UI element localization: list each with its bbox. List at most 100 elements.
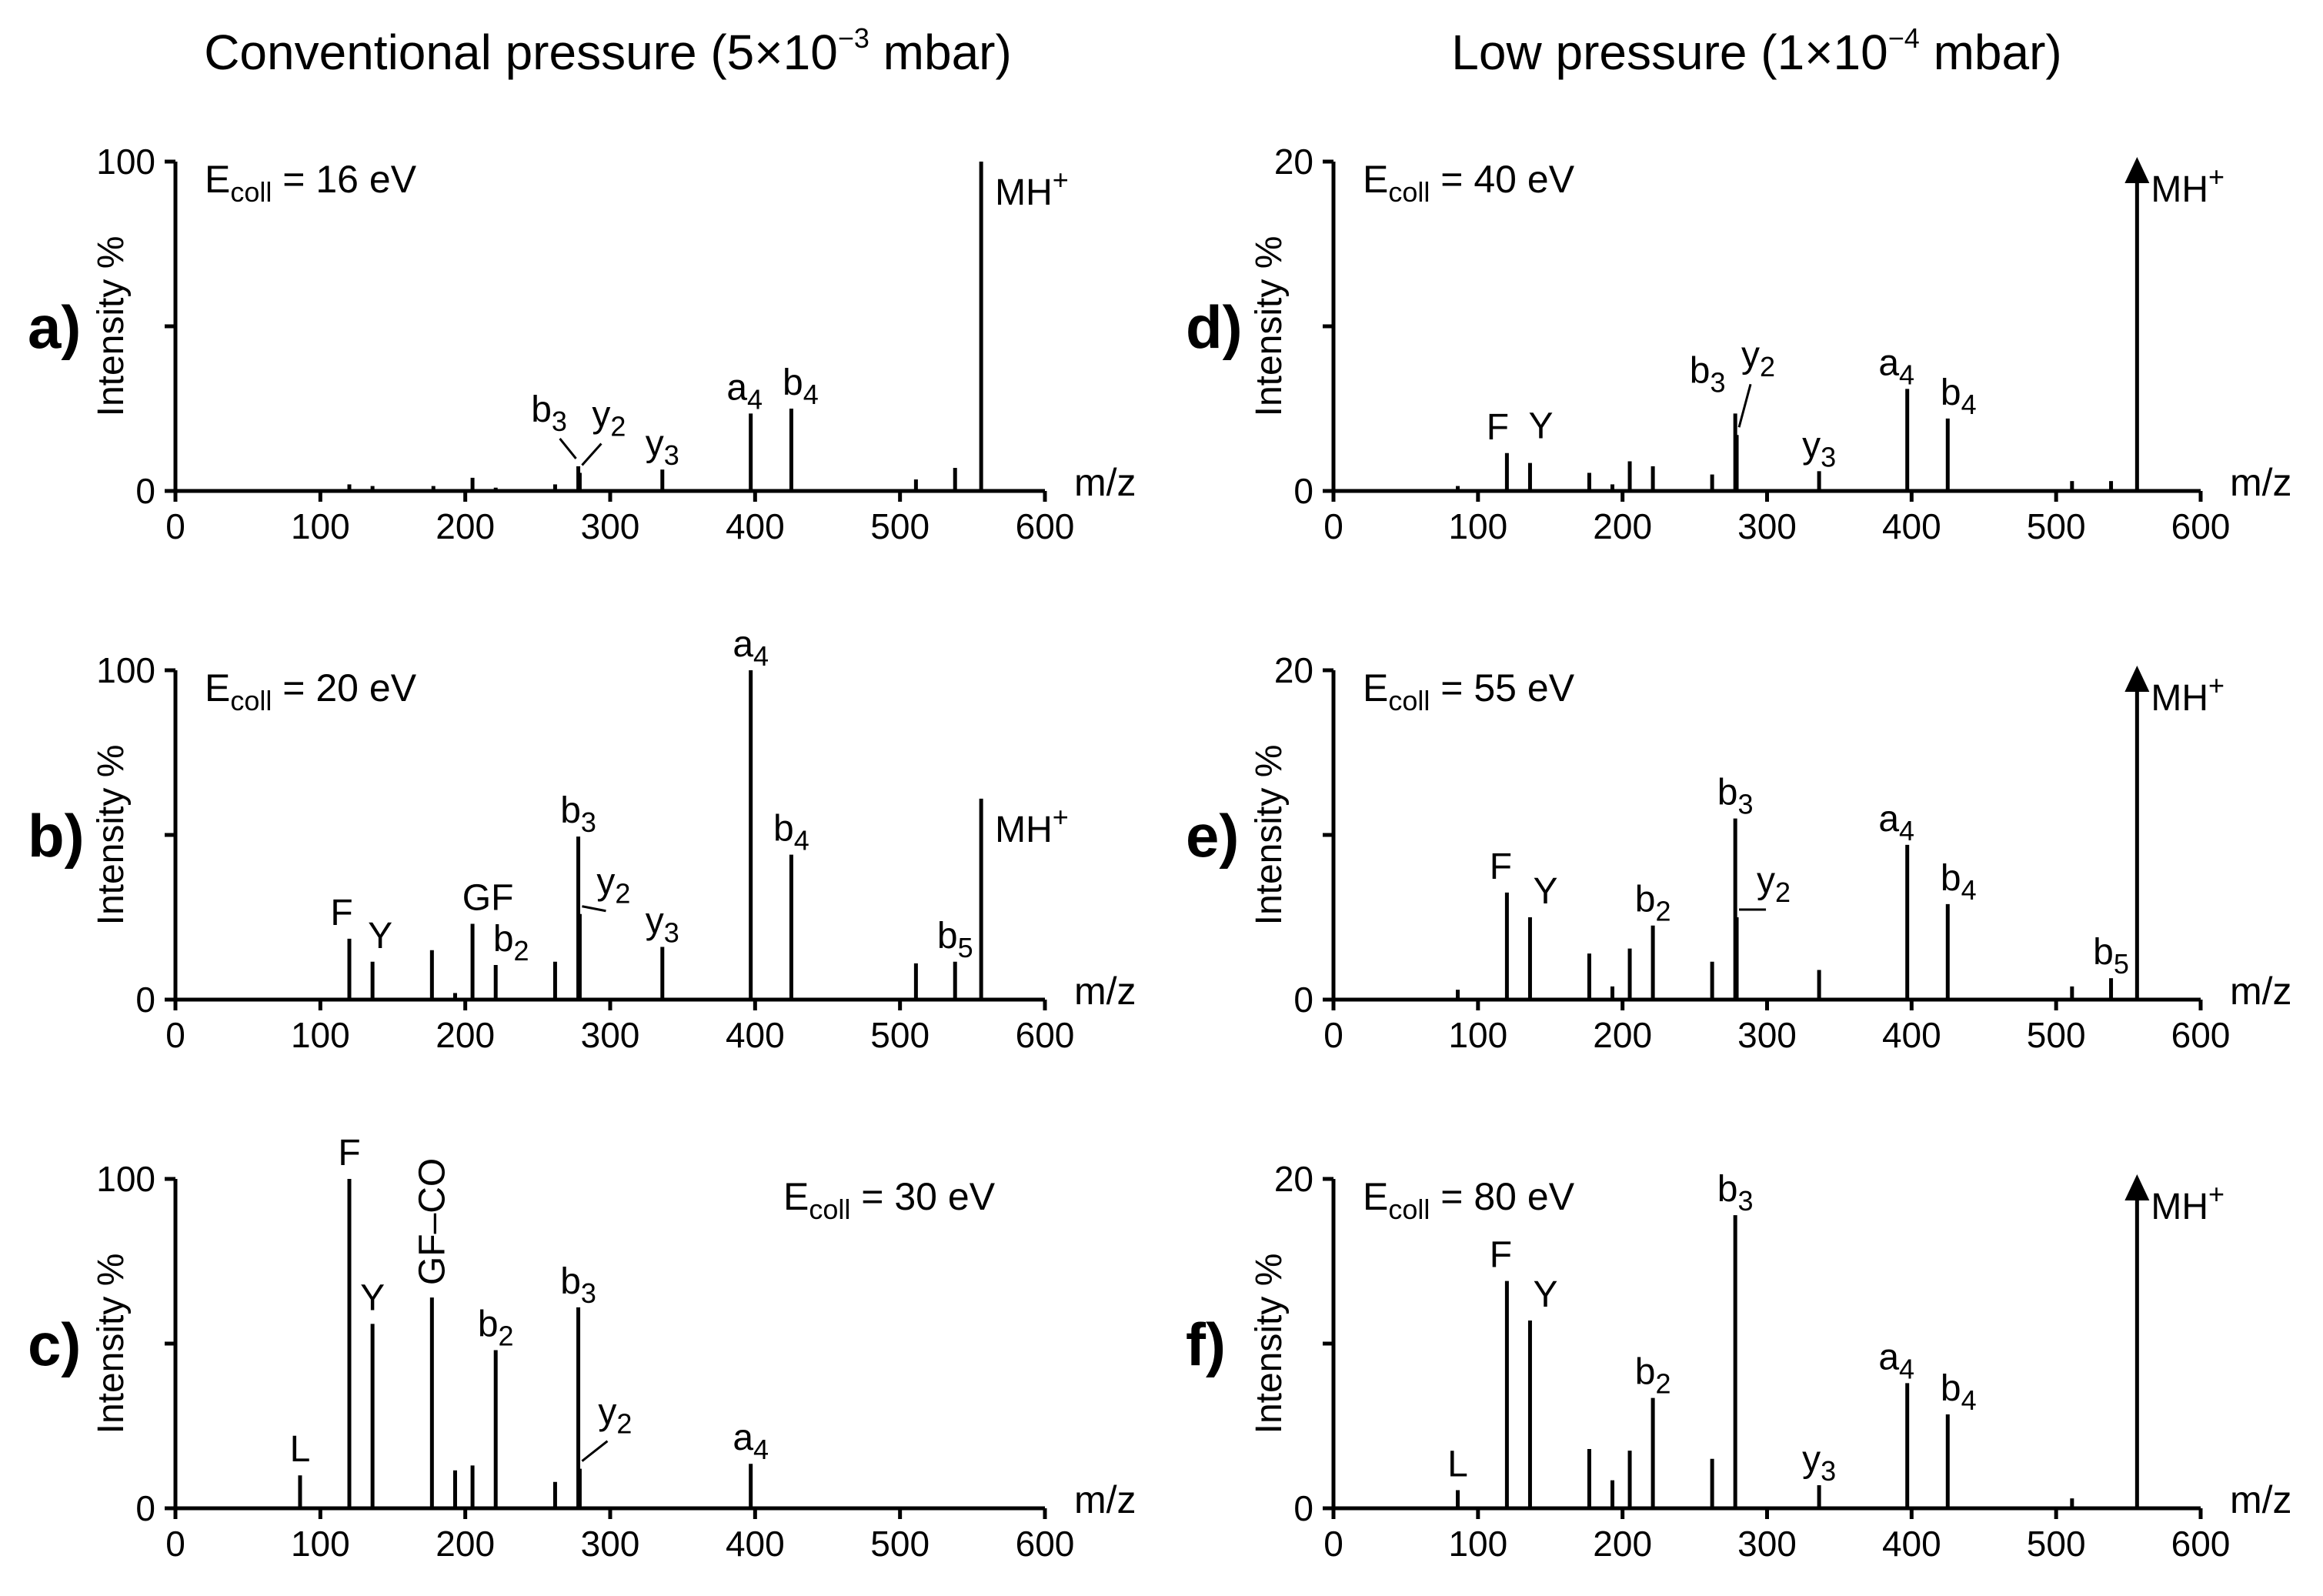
y-tick-label: 0 [135, 471, 155, 511]
x-tick-label: 600 [1016, 1015, 1075, 1055]
ecoll-label: Ecoll = 16 eV [205, 158, 417, 208]
x-tick-label: 200 [436, 1015, 495, 1055]
ecoll-label: Ecoll = 40 eV [1363, 158, 1575, 208]
peak-label: MH+ [2151, 1178, 2225, 1227]
x-tick-label: 300 [1737, 1015, 1797, 1055]
peak-label: MH+ [995, 801, 1069, 850]
peak-label: MH+ [2151, 669, 2225, 719]
peak-label: b3 [560, 1261, 596, 1309]
x-tick-label: 100 [1448, 1524, 1507, 1564]
y-tick-label: 20 [1274, 1159, 1313, 1199]
y-axis-label: Intensity % [1249, 236, 1290, 417]
panel-a: 0 100 200 300 400 500 600 0 100 m/z Intensity %a) E… [28, 142, 1136, 546]
peak-label: Y [1533, 1274, 1557, 1315]
peak-label: y2 [592, 394, 626, 442]
x-tick-label: 500 [870, 506, 930, 546]
peak-label: b3 [1717, 773, 1754, 820]
x-tick-label: 600 [2171, 506, 2231, 546]
peak-label: b3 [531, 389, 567, 437]
x-tick-label: 400 [726, 506, 785, 546]
x-tick-label: 300 [581, 506, 640, 546]
x-tick-label: 0 [165, 1015, 185, 1055]
peak-label: Y [1528, 406, 1553, 447]
y-tick-label: 100 [96, 142, 155, 182]
ecoll-label: Ecoll = 30 eV [783, 1175, 996, 1225]
panel-letter: d) [1186, 293, 1243, 361]
x-tick-label: 400 [1882, 1015, 1941, 1055]
offscale-arrow [2124, 157, 2150, 183]
x-tick-label: 500 [870, 1524, 930, 1564]
x-tick-label: 600 [2171, 1015, 2231, 1055]
peak-label: b3 [1717, 1169, 1754, 1217]
x-axis-label: m/z [1074, 461, 1136, 504]
x-tick-label: 200 [1593, 506, 1652, 546]
panel-c: 0 100 200 300 400 500 600 0 100 m/z Intensity %c) E… [28, 1133, 1136, 1564]
x-tick-label: 400 [1882, 506, 1941, 546]
peak-label: b2 [478, 1304, 514, 1352]
x-tick-label: 300 [1737, 506, 1797, 546]
peak-label: b4 [773, 809, 809, 856]
peak-label: F [330, 893, 352, 933]
peak-label: MH+ [2151, 161, 2225, 210]
peak-label: y3 [646, 423, 679, 471]
peak-label: a4 [733, 1417, 769, 1465]
peak-label: b4 [1941, 858, 1977, 906]
peak-label: b5 [937, 916, 973, 963]
peak-label: F [338, 1133, 360, 1174]
x-tick-label: 300 [581, 1015, 640, 1055]
peak-label: GF [462, 878, 514, 919]
x-tick-label: 100 [291, 506, 350, 546]
peak-label: Y [368, 916, 392, 957]
x-tick-label: 500 [2027, 1524, 2086, 1564]
ecoll-label: Ecoll = 20 eV [205, 666, 417, 716]
x-axis-label: m/z [2230, 970, 2292, 1013]
x-axis-label: m/z [2230, 461, 2292, 504]
peak-label: F [1490, 846, 1512, 887]
x-tick-label: 600 [1016, 506, 1075, 546]
y-axis-label: Intensity % [1249, 1254, 1290, 1434]
y-tick-label: 100 [96, 650, 155, 690]
peak-label: F [1490, 1235, 1512, 1276]
x-tick-label: 500 [2027, 1015, 2086, 1055]
x-axis-label: m/z [1074, 1478, 1136, 1521]
x-tick-label: 200 [436, 1524, 495, 1564]
x-tick-label: 200 [1593, 1524, 1652, 1564]
peak-label: b2 [493, 919, 529, 967]
x-tick-label: 200 [1593, 1015, 1652, 1055]
y-axis-label: Intensity % [1249, 745, 1290, 926]
x-tick-label: 300 [1737, 1524, 1797, 1564]
x-tick-label: 400 [1882, 1524, 1941, 1564]
panel-e: 0 100 200 300 400 500 600 0 20 m/z Intensity %e) Ec… [1186, 650, 2292, 1055]
peak-label: b3 [560, 790, 596, 838]
peak-label: a4 [733, 624, 769, 672]
peak-label: Y [1533, 871, 1557, 912]
x-tick-label: 600 [2171, 1524, 2231, 1564]
x-tick-label: 200 [436, 506, 495, 546]
x-axis-label: m/z [1074, 970, 1136, 1013]
x-tick-label: 0 [165, 506, 185, 546]
peak-label: y2 [596, 862, 630, 910]
peak-label: y2 [1741, 335, 1775, 382]
peak-label: b5 [2093, 932, 2129, 980]
peak-label: b2 [1635, 880, 1671, 927]
panel-letter: e) [1186, 802, 1239, 870]
x-tick-label: 400 [726, 1015, 785, 1055]
peak-label: b4 [1941, 1368, 1977, 1416]
y-tick-label: 20 [1274, 650, 1313, 690]
panel-f: 0 100 200 300 400 500 600 0 20 m/z Intensity % f) Ec… [1186, 1159, 2292, 1564]
peak-label: a4 [1878, 799, 1914, 846]
peak-label: b4 [1941, 372, 1977, 420]
panel-letter: a) [28, 293, 81, 361]
x-axis-label: m/z [2230, 1478, 2292, 1521]
y-tick-label: 100 [96, 1159, 155, 1199]
x-tick-label: 100 [1448, 1015, 1507, 1055]
offscale-arrow [2124, 1174, 2150, 1200]
panel-letter: f) [1186, 1311, 1226, 1378]
peak-label: L [290, 1429, 311, 1470]
label-pointer [559, 437, 577, 459]
x-tick-label: 0 [1323, 1015, 1343, 1055]
ecoll-label: Ecoll = 55 eV [1363, 666, 1575, 716]
peak-label: y2 [1757, 860, 1791, 908]
y-tick-label: 0 [135, 980, 155, 1020]
peak-label: L [1447, 1444, 1468, 1484]
